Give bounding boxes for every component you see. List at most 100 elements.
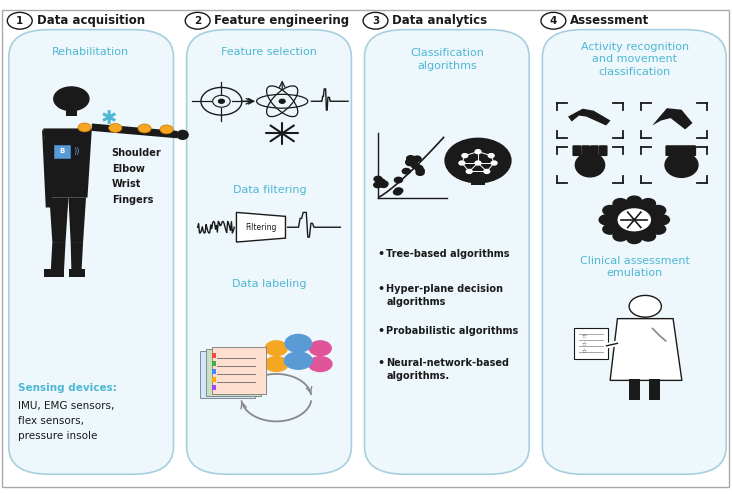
Circle shape	[410, 158, 418, 164]
Circle shape	[309, 341, 331, 356]
FancyBboxPatch shape	[212, 353, 216, 358]
FancyBboxPatch shape	[572, 145, 581, 156]
Circle shape	[108, 124, 122, 132]
Circle shape	[627, 196, 641, 206]
FancyBboxPatch shape	[665, 145, 674, 156]
Text: Activity recognition
and movement
classification: Activity recognition and movement classi…	[580, 42, 689, 77]
FancyBboxPatch shape	[574, 328, 608, 359]
Circle shape	[654, 215, 670, 225]
Text: Probabilistic algorithms: Probabilistic algorithms	[386, 326, 519, 336]
PathPatch shape	[42, 128, 53, 207]
Circle shape	[651, 206, 665, 215]
Circle shape	[491, 161, 497, 165]
FancyBboxPatch shape	[212, 377, 216, 382]
FancyBboxPatch shape	[630, 379, 640, 400]
Text: 1: 1	[16, 16, 23, 26]
Text: Filtering: Filtering	[245, 223, 277, 232]
Ellipse shape	[309, 357, 332, 371]
Circle shape	[466, 169, 472, 173]
Circle shape	[603, 206, 618, 215]
PathPatch shape	[236, 212, 285, 242]
Circle shape	[403, 168, 411, 174]
Text: )): ))	[73, 147, 80, 156]
Text: Feature selection: Feature selection	[222, 47, 317, 57]
Circle shape	[475, 150, 481, 154]
Circle shape	[651, 224, 665, 234]
Circle shape	[613, 231, 628, 241]
Circle shape	[138, 124, 152, 133]
Circle shape	[627, 234, 641, 244]
Circle shape	[413, 156, 421, 162]
FancyBboxPatch shape	[581, 145, 590, 156]
Circle shape	[374, 176, 382, 182]
Circle shape	[608, 202, 661, 238]
Text: Assessment: Assessment	[570, 14, 649, 27]
FancyBboxPatch shape	[44, 269, 64, 277]
Circle shape	[488, 154, 494, 158]
PathPatch shape	[51, 242, 66, 269]
Text: B: B	[59, 148, 64, 154]
Circle shape	[599, 215, 614, 225]
Circle shape	[394, 189, 402, 195]
Ellipse shape	[575, 153, 605, 177]
Circle shape	[78, 123, 91, 132]
Text: IMU, EMG sensors,
flex sensors,
pressure insole: IMU, EMG sensors, flex sensors, pressure…	[18, 401, 114, 441]
FancyBboxPatch shape	[680, 145, 689, 156]
Circle shape	[618, 209, 651, 231]
Ellipse shape	[665, 153, 698, 177]
Circle shape	[7, 12, 32, 29]
Circle shape	[54, 87, 89, 111]
Circle shape	[415, 165, 423, 171]
FancyBboxPatch shape	[206, 349, 261, 396]
Text: 4: 4	[550, 16, 557, 26]
Circle shape	[411, 163, 419, 168]
Text: Rehabilitation: Rehabilitation	[52, 47, 130, 57]
FancyBboxPatch shape	[599, 145, 608, 156]
Text: Data analytics: Data analytics	[392, 14, 488, 27]
Text: Classification
algorithms: Classification algorithms	[411, 48, 484, 71]
Circle shape	[265, 341, 287, 356]
Circle shape	[363, 12, 388, 29]
PathPatch shape	[68, 198, 86, 242]
Text: Shoulder
Elbow
Wrist
Fingers: Shoulder Elbow Wrist Fingers	[111, 148, 161, 205]
Ellipse shape	[284, 352, 312, 370]
Circle shape	[279, 99, 285, 103]
Circle shape	[541, 12, 566, 29]
Circle shape	[406, 160, 414, 165]
Text: ☆: ☆	[582, 334, 586, 339]
Circle shape	[641, 199, 656, 208]
FancyBboxPatch shape	[9, 30, 173, 474]
Circle shape	[462, 154, 468, 158]
FancyBboxPatch shape	[590, 145, 599, 156]
FancyBboxPatch shape	[70, 269, 85, 277]
FancyBboxPatch shape	[66, 107, 78, 116]
PathPatch shape	[568, 109, 610, 125]
FancyBboxPatch shape	[212, 347, 266, 394]
Text: •: •	[377, 249, 384, 259]
Text: ✱: ✱	[101, 109, 118, 128]
Text: Data acquisition: Data acquisition	[37, 14, 145, 27]
Text: Feature engineering: Feature engineering	[214, 14, 350, 27]
Ellipse shape	[265, 357, 288, 371]
Text: •: •	[377, 284, 384, 294]
Circle shape	[379, 182, 387, 187]
FancyBboxPatch shape	[365, 30, 529, 474]
Text: •: •	[377, 326, 384, 336]
Ellipse shape	[177, 130, 188, 139]
Circle shape	[417, 168, 425, 173]
PathPatch shape	[652, 108, 692, 129]
Text: Sensing devices:: Sensing devices:	[18, 383, 116, 393]
FancyBboxPatch shape	[212, 369, 216, 374]
FancyBboxPatch shape	[212, 385, 216, 390]
Text: ☆: ☆	[582, 349, 586, 354]
Circle shape	[641, 231, 656, 241]
Circle shape	[374, 182, 382, 188]
Text: Tree-based algorithms: Tree-based algorithms	[386, 249, 510, 259]
Text: Data labeling: Data labeling	[232, 279, 307, 289]
FancyBboxPatch shape	[687, 145, 696, 156]
Circle shape	[185, 12, 210, 29]
Text: 2: 2	[194, 16, 201, 26]
Text: ☆: ☆	[582, 341, 586, 346]
FancyBboxPatch shape	[200, 351, 255, 398]
FancyBboxPatch shape	[471, 178, 485, 185]
